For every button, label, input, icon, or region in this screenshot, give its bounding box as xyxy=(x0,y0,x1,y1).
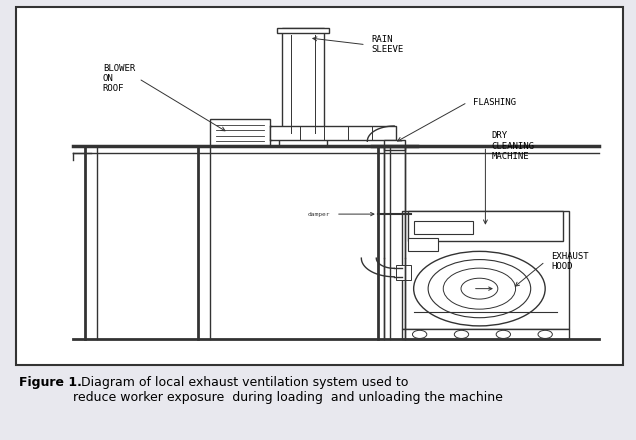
Circle shape xyxy=(461,278,498,299)
Bar xyxy=(211,119,270,147)
Text: Diagram of local exhaust ventilation system used to
reduce worker exposure  duri: Diagram of local exhaust ventilation sys… xyxy=(73,376,503,404)
Circle shape xyxy=(496,330,511,338)
Circle shape xyxy=(413,251,545,326)
Bar xyxy=(408,238,438,251)
Bar xyxy=(413,221,473,235)
Text: Figure 1.: Figure 1. xyxy=(19,376,82,389)
Text: FLASHING: FLASHING xyxy=(473,98,516,107)
Bar xyxy=(408,211,563,241)
Circle shape xyxy=(454,330,469,338)
Bar xyxy=(396,265,411,280)
Text: RAIN
SLEEVE: RAIN SLEEVE xyxy=(372,35,404,55)
Text: EXHAUST
HOOD: EXHAUST HOOD xyxy=(551,252,589,271)
Bar xyxy=(402,329,569,340)
Bar xyxy=(282,28,324,147)
Circle shape xyxy=(413,330,427,338)
Bar xyxy=(277,28,329,33)
Circle shape xyxy=(443,268,516,309)
Bar xyxy=(402,211,569,329)
Circle shape xyxy=(428,260,530,318)
Bar xyxy=(279,133,327,147)
Text: DRY
CLEANING
MACHINE: DRY CLEANING MACHINE xyxy=(492,132,534,161)
Bar xyxy=(384,139,404,150)
Text: BLOWER
ON
ROOF: BLOWER ON ROOF xyxy=(103,64,135,93)
Text: damper: damper xyxy=(307,212,330,216)
Circle shape xyxy=(538,330,552,338)
Bar xyxy=(270,126,396,139)
